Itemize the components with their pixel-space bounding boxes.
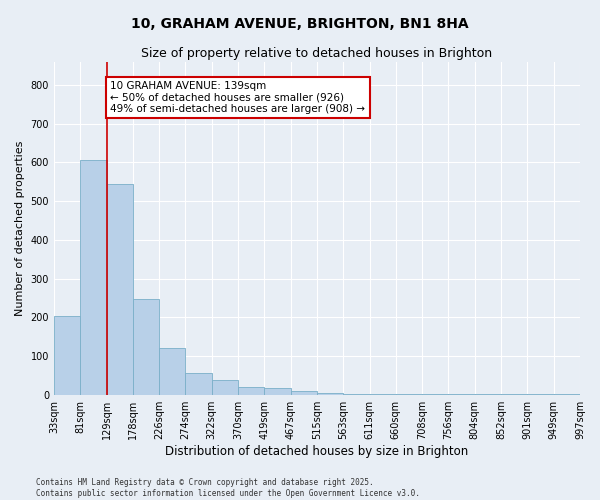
X-axis label: Distribution of detached houses by size in Brighton: Distribution of detached houses by size … [166,444,469,458]
Bar [265,388,290,394]
Bar [238,387,265,394]
Bar [133,298,159,394]
Bar [54,316,80,394]
Bar [317,393,343,394]
Bar [80,160,107,394]
Bar [212,380,238,394]
Bar [290,391,317,394]
Bar [107,184,133,394]
Text: 10, GRAHAM AVENUE, BRIGHTON, BN1 8HA: 10, GRAHAM AVENUE, BRIGHTON, BN1 8HA [131,18,469,32]
Text: 10 GRAHAM AVENUE: 139sqm
← 50% of detached houses are smaller (926)
49% of semi-: 10 GRAHAM AVENUE: 139sqm ← 50% of detach… [110,81,365,114]
Text: Contains HM Land Registry data © Crown copyright and database right 2025.
Contai: Contains HM Land Registry data © Crown c… [36,478,420,498]
Bar [185,372,212,394]
Title: Size of property relative to detached houses in Brighton: Size of property relative to detached ho… [142,48,493,60]
Y-axis label: Number of detached properties: Number of detached properties [15,140,25,316]
Bar [159,348,185,395]
